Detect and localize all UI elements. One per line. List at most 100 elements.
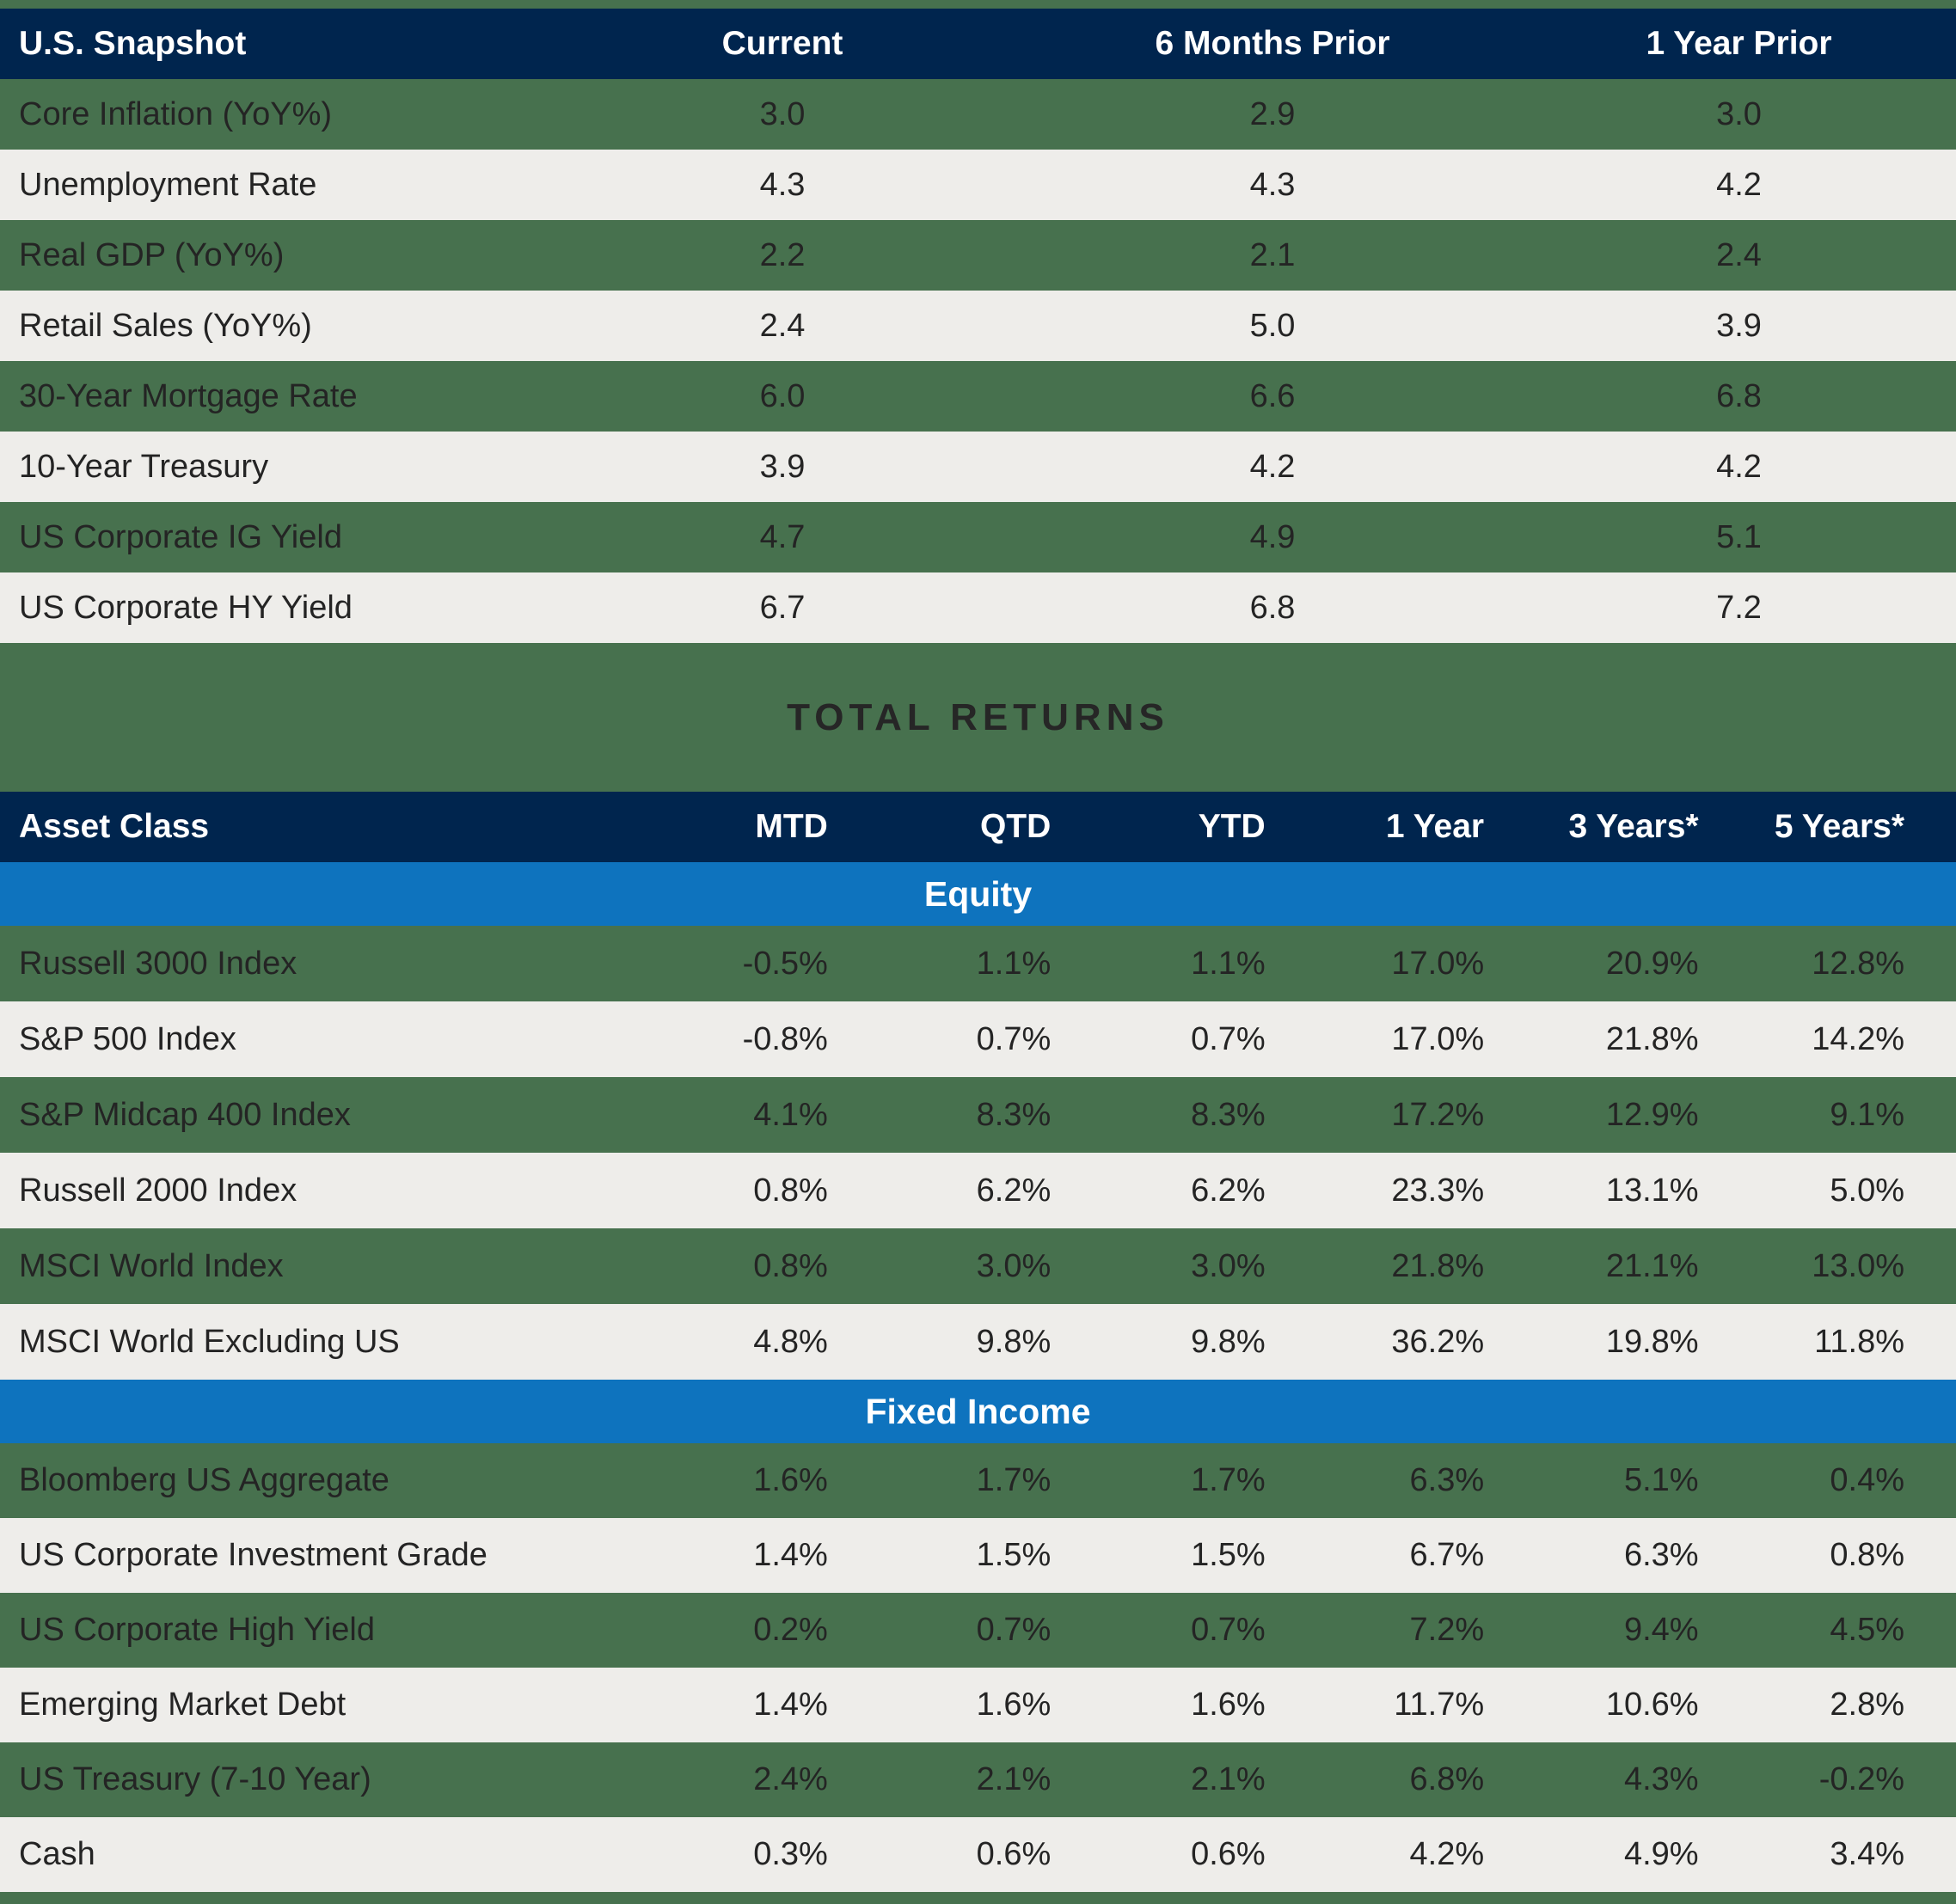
asset-class-label: US Corporate High Yield: [19, 1612, 375, 1648]
six-months-prior-value: 5.0: [1249, 307, 1296, 344]
asset-class-label: S&P 500 Index: [19, 1020, 236, 1057]
qtd-value: 0.7%: [976, 1612, 1052, 1648]
six-months-prior-value: 2.1: [1249, 236, 1296, 273]
ytd-value: 6.2%: [1191, 1172, 1266, 1209]
asset-class-label: Bloomberg US Aggregate: [19, 1462, 389, 1498]
three-years-value: 10.6%: [1605, 1687, 1699, 1723]
returns-header-row: Asset Class MTD QTD YTD 1 Year 3 Years* …: [0, 792, 1956, 862]
one-year-value: 6.3%: [1409, 1462, 1485, 1498]
top-margin: [0, 0, 1956, 9]
five-years-value: 14.2%: [1812, 1020, 1905, 1057]
one-year-value: 11.7%: [1394, 1687, 1485, 1723]
ytd-value: 1.1%: [1191, 945, 1266, 982]
one-year-value: 23.3%: [1391, 1172, 1485, 1209]
snapshot-table-title: U.S. Snapshot: [19, 25, 247, 62]
five-years-value: 12.8%: [1812, 945, 1905, 982]
current-value: 2.2: [759, 236, 806, 273]
mtd-value: 4.8%: [753, 1323, 828, 1360]
three-years-value: 21.8%: [1605, 1020, 1699, 1057]
one-year-prior-value: 4.2: [1716, 166, 1762, 203]
mtd-value: 0.8%: [753, 1172, 828, 1209]
six-months-prior-value: 6.6: [1249, 377, 1296, 414]
three-years-value: 6.3%: [1623, 1537, 1699, 1573]
snapshot-row-real-gdp: Real GDP (YoY%) 2.2 2.1 2.4: [0, 220, 1956, 291]
qtd-value: 0.6%: [976, 1836, 1052, 1872]
qtd-value: 1.1%: [976, 945, 1052, 982]
ytd-value: 0.7%: [1191, 1020, 1266, 1057]
three-years-value: 4.9%: [1623, 1836, 1699, 1872]
qtd-value: 6.2%: [976, 1172, 1052, 1209]
ytd-value: 0.6%: [1191, 1836, 1266, 1872]
mtd-value: 0.8%: [753, 1247, 828, 1284]
three-years-value: 13.1%: [1605, 1172, 1699, 1209]
one-year-value: 17.0%: [1391, 945, 1485, 982]
equity-section-label: Equity: [923, 873, 1033, 914]
metric-label: Core Inflation (YoY%): [19, 95, 333, 132]
returns-row-msci-world: MSCI World Index 0.8% 3.0% 3.0% 21.8% 21…: [0, 1228, 1956, 1304]
column-header-current: Current: [721, 25, 843, 62]
metric-label: 30-Year Mortgage Rate: [19, 377, 358, 414]
current-value: 6.7: [759, 589, 806, 626]
column-header-mtd: MTD: [755, 808, 828, 845]
qtd-value: 1.7%: [976, 1462, 1052, 1498]
three-years-value: 21.1%: [1605, 1247, 1699, 1284]
mtd-value: 2.4%: [753, 1761, 828, 1797]
us-snapshot-header-row: U.S. Snapshot Current 6 Months Prior 1 Y…: [0, 9, 1956, 79]
qtd-value: 1.6%: [976, 1687, 1052, 1723]
snapshot-row-10-year-treasury: 10-Year Treasury 3.9 4.2 4.2: [0, 432, 1956, 502]
mtd-value: 1.4%: [753, 1687, 828, 1723]
one-year-prior-value: 6.8: [1716, 377, 1762, 414]
three-years-value: 19.8%: [1605, 1323, 1699, 1360]
returns-row-cash: Cash 0.3% 0.6% 0.6% 4.2% 4.9% 3.4%: [0, 1817, 1956, 1892]
total-returns-title-area: TOTAL RETURNS: [0, 643, 1956, 792]
one-year-prior-value: 7.2: [1716, 589, 1762, 626]
column-header-6-months-prior: 6 Months Prior: [1155, 25, 1390, 62]
three-years-value: 12.9%: [1605, 1096, 1699, 1133]
qtd-value: 0.7%: [976, 1020, 1052, 1057]
returns-row-emerging-market-debt: Emerging Market Debt 1.4% 1.6% 1.6% 11.7…: [0, 1668, 1956, 1742]
five-years-value: -0.2%: [1818, 1761, 1905, 1797]
metric-label: Unemployment Rate: [19, 166, 317, 203]
current-value: 3.9: [759, 448, 806, 485]
ytd-value: 2.1%: [1191, 1761, 1266, 1797]
returns-row-sp-midcap-400: S&P Midcap 400 Index 4.1% 8.3% 8.3% 17.2…: [0, 1077, 1956, 1153]
one-year-prior-value: 3.9: [1716, 307, 1762, 344]
metric-label: 10-Year Treasury: [19, 448, 269, 485]
asset-class-label: Russell 2000 Index: [19, 1172, 297, 1209]
six-months-prior-value: 2.9: [1249, 95, 1296, 132]
one-year-value: 21.8%: [1391, 1247, 1485, 1284]
column-header-3-years: 3 Years*: [1568, 808, 1699, 845]
ytd-value: 1.7%: [1191, 1462, 1266, 1498]
one-year-value: 4.2%: [1409, 1836, 1485, 1872]
mtd-value: 1.6%: [753, 1462, 828, 1498]
returns-row-us-treasury-7-10-year: US Treasury (7-10 Year) 2.4% 2.1% 2.1% 6…: [0, 1742, 1956, 1817]
five-years-value: 0.4%: [1830, 1462, 1905, 1498]
asset-class-label: MSCI World Excluding US: [19, 1323, 400, 1360]
us-snapshot-table: U.S. Snapshot Current 6 Months Prior 1 Y…: [0, 9, 1956, 643]
six-months-prior-value: 4.9: [1249, 518, 1296, 555]
mtd-value: 1.4%: [753, 1537, 828, 1573]
returns-row-us-corporate-high-yield: US Corporate High Yield 0.2% 0.7% 0.7% 7…: [0, 1593, 1956, 1668]
mtd-value: 0.2%: [753, 1612, 828, 1648]
five-years-value: 2.8%: [1830, 1687, 1905, 1723]
equity-section-band: Equity: [0, 862, 1956, 926]
qtd-value: 2.1%: [976, 1761, 1052, 1797]
mtd-value: -0.8%: [742, 1020, 828, 1057]
five-years-value: 5.0%: [1830, 1172, 1905, 1209]
asset-class-label: Russell 3000 Index: [19, 945, 297, 982]
qtd-value: 1.5%: [976, 1537, 1052, 1573]
one-year-value: 6.7%: [1409, 1537, 1485, 1573]
metric-label: Real GDP (YoY%): [19, 236, 285, 273]
snapshot-row-us-corporate-hy-yield: US Corporate HY Yield 6.7 6.8 7.2: [0, 572, 1956, 643]
five-years-value: 3.4%: [1830, 1836, 1905, 1872]
one-year-prior-value: 5.1: [1716, 518, 1762, 555]
asset-class-label: S&P Midcap 400 Index: [19, 1096, 351, 1133]
snapshot-row-core-inflation: Core Inflation (YoY%) 3.0 2.9 3.0: [0, 79, 1956, 150]
three-years-value: 9.4%: [1623, 1612, 1699, 1648]
three-years-value: 5.1%: [1623, 1462, 1699, 1498]
current-value: 3.0: [759, 95, 806, 132]
mtd-value: 0.3%: [753, 1836, 828, 1872]
ytd-value: 0.7%: [1191, 1612, 1266, 1648]
metric-label: US Corporate HY Yield: [19, 589, 353, 626]
one-year-value: 17.2%: [1391, 1096, 1485, 1133]
